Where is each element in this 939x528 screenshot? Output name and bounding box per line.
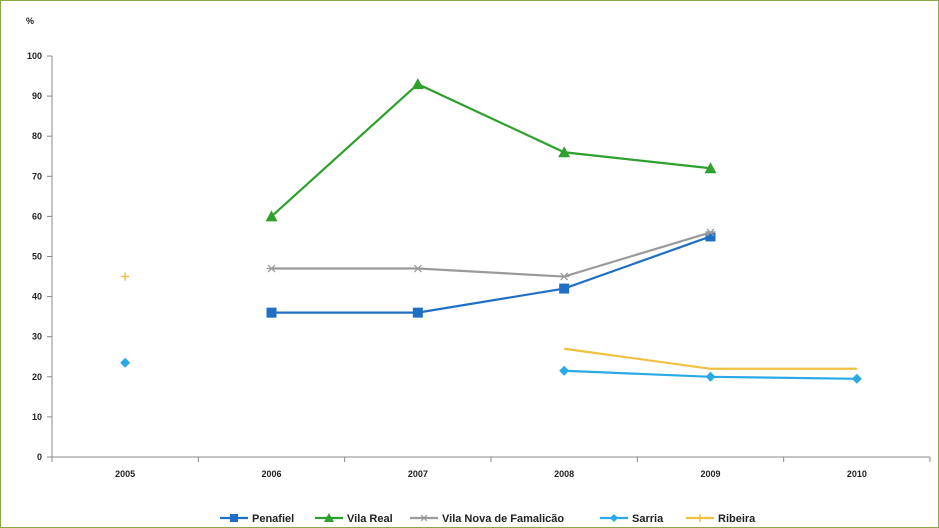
legend-label: Vila Nova de Famalicão — [442, 513, 564, 525]
x-tick-label: 2005 — [115, 469, 135, 479]
legend-marker — [420, 514, 428, 522]
data-point — [559, 283, 570, 294]
legend-label: Sarria — [632, 513, 664, 525]
data-point — [851, 373, 862, 384]
legend-label: Ribeira — [718, 513, 756, 525]
legend-marker — [610, 514, 618, 522]
data-point — [558, 146, 571, 158]
y-axis-unit-label: % — [26, 16, 34, 26]
legend-item: Ribeira — [686, 513, 756, 525]
y-tick-label: 70 — [32, 171, 42, 181]
y-tick-label: 40 — [32, 292, 42, 302]
y-tick-label: 10 — [32, 412, 42, 422]
series-penafiel — [266, 231, 716, 318]
y-tick-label: 20 — [32, 372, 42, 382]
series-line — [564, 347, 857, 370]
data-point — [412, 264, 423, 273]
x-tick-label: 2009 — [700, 469, 720, 479]
x-tick-label: 2006 — [261, 469, 281, 479]
data-point — [265, 210, 278, 222]
y-tick-label: 90 — [32, 91, 42, 101]
y-tick-label: 100 — [27, 51, 42, 61]
series-line — [270, 82, 711, 218]
legend-item: Penafiel — [220, 513, 294, 525]
legend-marker — [696, 514, 704, 522]
legend-label: Vila Real — [347, 513, 393, 525]
series-line — [271, 231, 711, 278]
series-ribeira — [121, 272, 857, 370]
x-tick-label: 2008 — [554, 469, 574, 479]
data-point — [705, 228, 716, 237]
data-point — [559, 365, 570, 376]
y-tick-label: 60 — [32, 211, 42, 221]
series-vila-nova-de-famalicao — [266, 228, 716, 281]
legend-marker — [230, 514, 238, 522]
data-point — [411, 78, 424, 90]
series-vila-real — [265, 78, 717, 222]
legend-item: Sarria — [600, 513, 664, 525]
y-tick-label: 80 — [32, 131, 42, 141]
x-tick-label: 2007 — [408, 469, 428, 479]
data-point — [266, 307, 277, 318]
series-sarria — [120, 357, 862, 384]
legend-label: Penafiel — [252, 513, 294, 525]
y-tick-label: 0 — [37, 452, 42, 462]
data-point — [266, 264, 277, 273]
y-tick-label: 50 — [32, 252, 42, 262]
legend-marker — [324, 513, 334, 522]
y-tick-label: 30 — [32, 332, 42, 342]
data-point — [559, 272, 570, 281]
data-point — [121, 272, 130, 281]
data-point — [705, 371, 716, 382]
series-line — [271, 235, 711, 314]
data-point — [120, 357, 131, 368]
x-tick-label: 2010 — [847, 469, 867, 479]
legend-item: Vila Real — [315, 513, 393, 525]
data-point — [412, 307, 423, 318]
legend-item: Vila Nova de Famalicão — [410, 513, 564, 525]
data-point — [705, 231, 716, 242]
data-point — [704, 162, 717, 174]
